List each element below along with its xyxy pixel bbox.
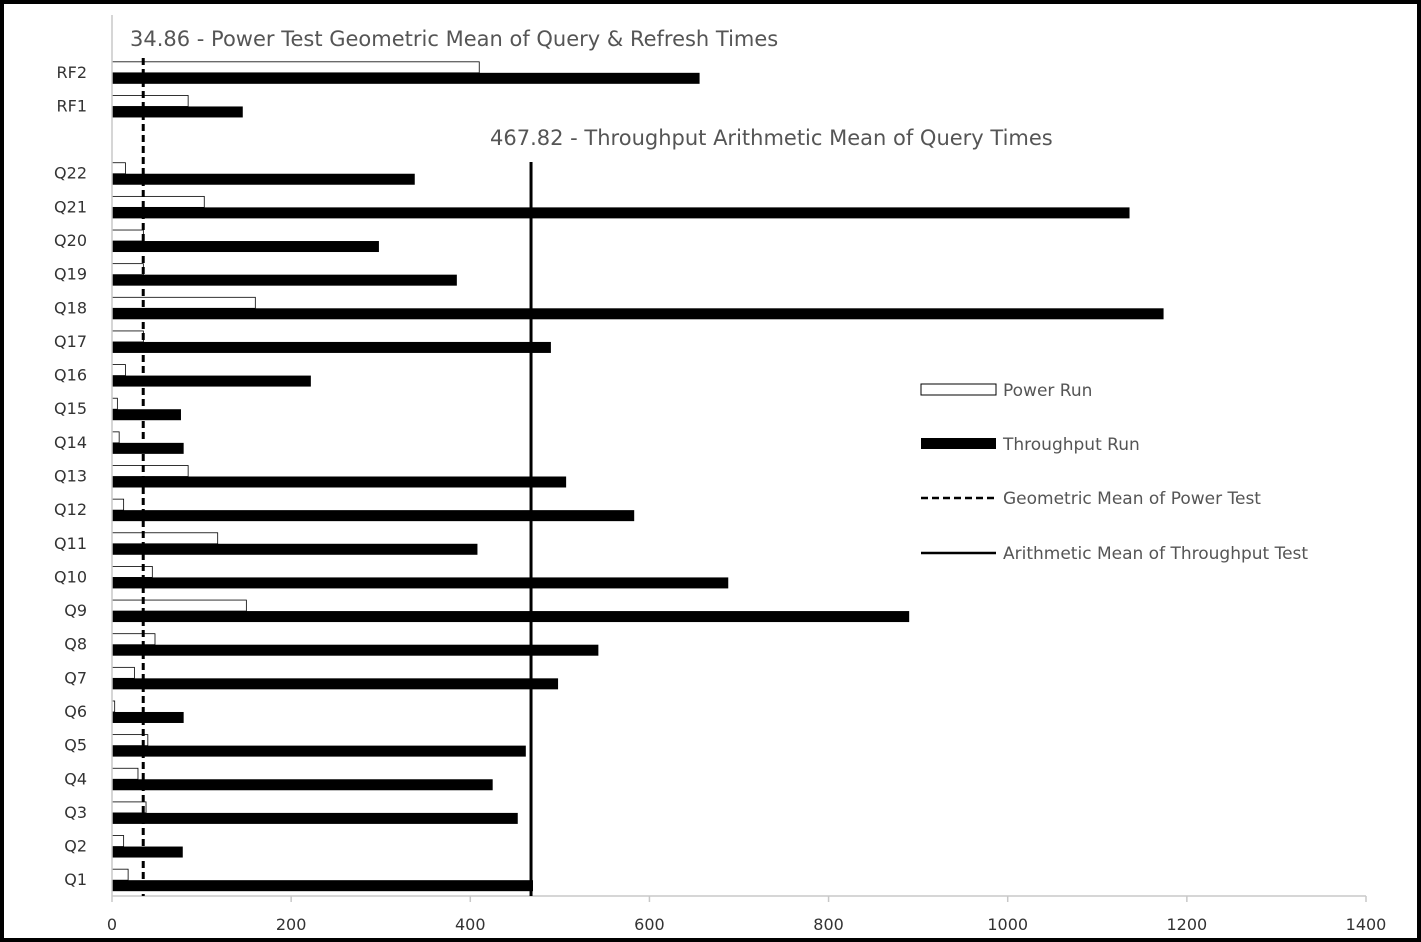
bar-throughput-run-q14: [112, 442, 184, 454]
bar-throughput-run-q15: [112, 409, 181, 421]
bar-power-run-q19: [111, 263, 144, 276]
bar-power-run-q4: [111, 767, 139, 780]
y-tick-label-q12: Q12: [54, 500, 87, 519]
bar-power-run-q7: [111, 666, 135, 679]
y-tick-label-q16: Q16: [54, 366, 87, 385]
geometric-mean-annotation: 34.86 - Power Test Geometric Mean of Que…: [130, 27, 778, 51]
axes-layer: [111, 15, 1366, 897]
bar-throughput-run-q22: [112, 173, 415, 185]
y-tick-label-q18: Q18: [54, 298, 87, 317]
bar-throughput-run-q18: [112, 308, 1164, 320]
y-tick-label-rf2: RF2: [57, 63, 88, 82]
bar-throughput-run-q4: [112, 779, 493, 791]
bar-power-run-q9: [111, 599, 247, 612]
legend-label-throughput-run: Throughput Run: [1002, 435, 1140, 455]
x-ticks-layer: 0 200 400 600 800 1000 1200 1400: [107, 896, 1386, 934]
y-tick-label-q1: Q1: [64, 870, 87, 889]
bar-throughput-run-rf1: [112, 106, 243, 118]
bar-power-run-q18: [111, 296, 256, 309]
x-tick-label-1000: 1000: [987, 915, 1028, 934]
reference-lines-layer: 34.86 - Power Test Geometric Mean of Que…: [130, 27, 1053, 896]
bar-power-run-q16: [111, 364, 126, 376]
y-tick-label-q3: Q3: [64, 803, 87, 822]
bar-throughput-run-q9: [112, 611, 910, 623]
y-tick-label-q17: Q17: [54, 332, 87, 351]
bar-power-run-q17: [111, 330, 144, 343]
legend-label-power-run: Power Run: [1003, 381, 1092, 401]
bar-power-run-rf2: [111, 61, 480, 74]
y-tick-label-q10: Q10: [54, 567, 87, 586]
y-tick-label-q6: Q6: [64, 702, 87, 721]
bar-throughput-run-rf2: [112, 72, 700, 84]
bar-throughput-run-q1: [112, 880, 533, 892]
bar-throughput-run-q7: [112, 678, 559, 690]
legend-label-arithmetic-mean: Arithmetic Mean of Throughput Test: [1003, 544, 1308, 564]
bar-power-run-q10: [111, 566, 153, 578]
bar-throughput-run-q16: [112, 375, 311, 387]
bars-layer: [111, 61, 1164, 892]
x-tick-label-1400: 1400: [1346, 915, 1387, 934]
y-tick-label-q14: Q14: [54, 433, 87, 452]
y-tick-label-q19: Q19: [54, 265, 87, 284]
x-tick-label-400: 400: [455, 915, 486, 934]
x-tick-label-1200: 1200: [1166, 915, 1207, 934]
y-tick-label-q8: Q8: [64, 635, 87, 654]
y-tick-label-q7: Q7: [64, 668, 87, 687]
legend-swatch-throughput-run: [921, 438, 996, 449]
arithmetic-mean-annotation: 467.82 - Throughput Arithmetic Mean of Q…: [490, 126, 1053, 150]
legend-label-geometric-mean: Geometric Mean of Power Test: [1003, 489, 1261, 509]
bar-power-run-q13: [111, 465, 189, 477]
bar-throughput-run-q10: [112, 577, 729, 589]
bar-power-run-q15: [111, 397, 118, 410]
bar-throughput-run-q12: [112, 510, 635, 522]
bar-power-run-q11: [111, 532, 219, 545]
y-tick-label-rf1: RF1: [57, 96, 88, 115]
y-tick-label-q4: Q4: [64, 769, 87, 788]
bar-throughput-run-q20: [112, 241, 379, 253]
bar-power-run-q22: [111, 162, 126, 175]
bar-throughput-run-q17: [112, 341, 551, 353]
y-tick-label-q20: Q20: [54, 231, 87, 250]
bar-power-run-q3: [111, 801, 147, 814]
bar-power-run-q8: [111, 633, 156, 646]
legend-swatch-power-run: [920, 383, 997, 396]
bar-throughput-run-q3: [112, 812, 518, 824]
bar-throughput-run-q8: [112, 644, 599, 656]
bar-power-run-q12: [111, 498, 125, 511]
y-tick-label-q15: Q15: [54, 399, 87, 418]
bar-power-run-q1: [111, 868, 129, 881]
x-tick-label-200: 200: [276, 915, 307, 934]
bar-throughput-run-q6: [112, 711, 184, 723]
bar-power-run-q2: [111, 835, 125, 847]
y-tick-label-q9: Q9: [64, 601, 87, 620]
bar-throughput-run-q21: [112, 207, 1130, 219]
x-tick-label-0: 0: [107, 915, 117, 934]
bar-throughput-run-q2: [112, 846, 183, 858]
y-tick-label-q11: Q11: [54, 534, 87, 553]
x-tick-label-800: 800: [813, 915, 844, 934]
y-tick-label-q13: Q13: [54, 467, 87, 486]
bar-power-run-q21: [111, 195, 205, 208]
bar-throughput-run-q19: [112, 274, 457, 286]
y-labels-layer: RF2 RF1 Q22 Q21 Q20 Q19 Q18 Q17 Q16 Q15 Q14 Q13 Q12 Q…: [54, 63, 87, 889]
y-tick-label-q5: Q5: [64, 736, 87, 755]
legend: Power Run Throughput Run Geometric Mean of…: [920, 381, 1308, 564]
bar-throughput-run-q11: [112, 543, 478, 555]
y-tick-label-q2: Q2: [64, 837, 87, 856]
bar-throughput-run-q13: [112, 476, 567, 488]
bar-throughput-run-q5: [112, 745, 526, 757]
bar-power-run-q14: [111, 431, 120, 444]
bar-power-run-rf1: [111, 95, 189, 107]
y-tick-label-q22: Q22: [54, 164, 87, 183]
bar-power-run-q20: [111, 229, 144, 242]
x-tick-label-600: 600: [634, 915, 665, 934]
y-tick-label-q21: Q21: [54, 197, 87, 216]
